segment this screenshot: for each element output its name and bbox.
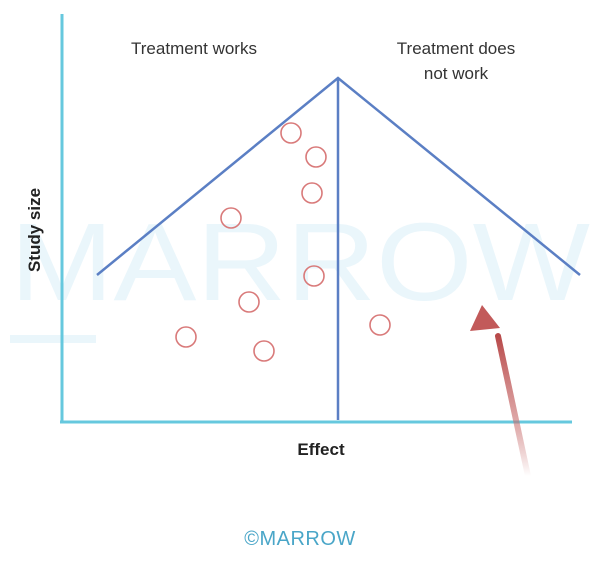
study-points <box>175 122 391 362</box>
y-axis-title: Study size <box>25 188 44 272</box>
label-treatment-does-not-work-line1: Treatment does <box>397 39 515 58</box>
x-axis-title: Effect <box>297 440 345 459</box>
study-point <box>280 122 302 144</box>
study-point <box>238 291 260 313</box>
study-point <box>305 146 327 168</box>
footer-brand: ©MARROW <box>244 528 356 550</box>
watermark-underline <box>10 335 96 343</box>
watermark-text: MARROW <box>10 201 590 324</box>
study-point <box>253 340 275 362</box>
study-point <box>220 207 242 229</box>
arrow-head-icon <box>470 305 500 331</box>
label-treatment-works: Treatment works <box>131 39 257 58</box>
study-point <box>303 265 325 287</box>
study-point <box>369 314 391 336</box>
study-point <box>175 326 197 348</box>
missing-studies-arrow <box>495 333 531 479</box>
label-treatment-does-not-work-line2: not work <box>424 64 489 83</box>
study-point <box>301 182 323 204</box>
